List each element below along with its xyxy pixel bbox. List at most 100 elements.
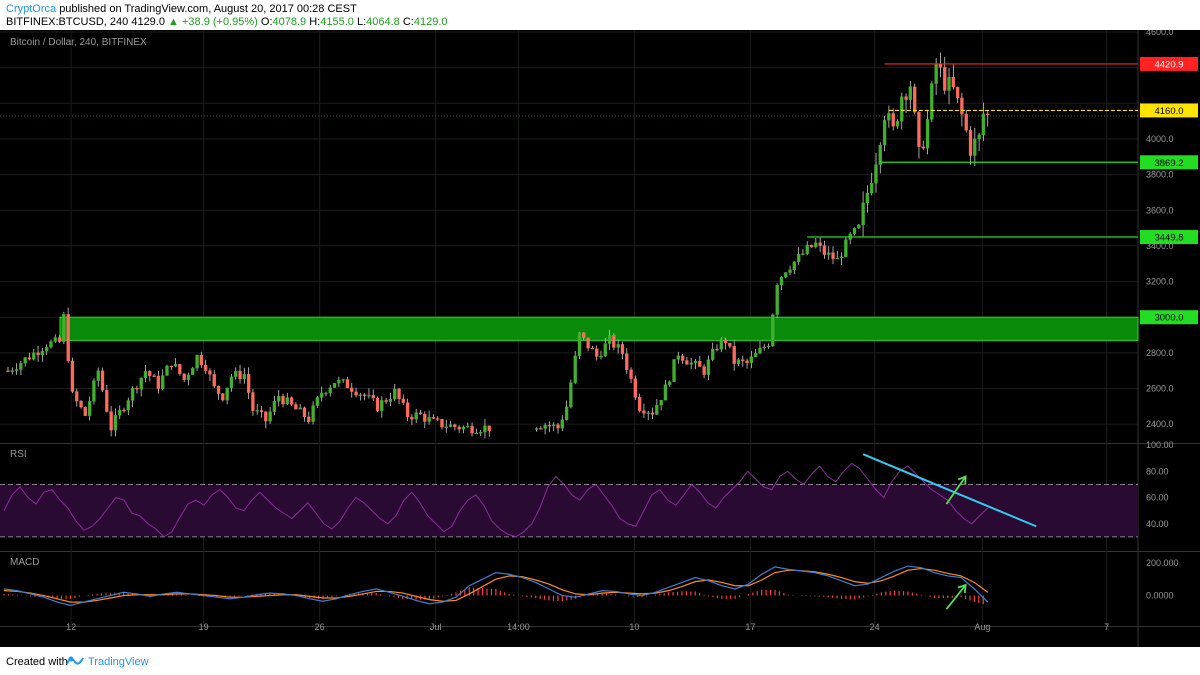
candle-body [543, 424, 547, 429]
candle-body [96, 370, 100, 381]
candle-body [191, 367, 195, 375]
candle-body [479, 431, 483, 434]
x-tick-label: 12 [66, 622, 76, 632]
tradingview-brand-link[interactable]: TradingView [88, 656, 149, 668]
price-level-tag [1140, 230, 1198, 245]
candle-body [861, 202, 865, 226]
price-tick-label: 4600.0 [1146, 30, 1174, 37]
candle-body [668, 381, 672, 385]
rsi-tick-label: 60.00 [1146, 493, 1169, 503]
candle-body [784, 272, 788, 278]
candle-body [367, 394, 371, 397]
author-link[interactable]: CryptOrca [6, 3, 57, 15]
price-level-tag [1140, 155, 1198, 170]
price-tick-label: 2400.0 [1146, 419, 1174, 429]
candle-body [199, 354, 204, 366]
candle-body [66, 314, 70, 362]
open-value: 4078.9 [272, 16, 307, 28]
candle-body [865, 192, 870, 204]
candle-body [212, 374, 216, 387]
candle-body [900, 96, 904, 122]
candle-body [964, 113, 968, 131]
high-value: 4155.0 [320, 16, 354, 28]
open-label: O: [260, 16, 273, 28]
candle-body [405, 402, 410, 418]
candle-body [663, 384, 668, 401]
rsi-tick-label: 40.00 [1146, 519, 1169, 529]
candle-body [156, 375, 161, 389]
candle-body [483, 425, 487, 433]
candle-body [844, 239, 848, 257]
candle-body [229, 376, 234, 389]
candle-body [423, 413, 427, 422]
x-tick-label: 19 [199, 622, 209, 632]
candle-body [904, 96, 908, 100]
x-tick-label: 26 [315, 622, 325, 632]
candle-body [315, 397, 320, 406]
candle-body [646, 412, 650, 414]
candle-body [251, 392, 255, 411]
candle-body [556, 424, 560, 429]
symbol-label[interactable]: BITFINEX:BTCUSD, 240 [6, 16, 129, 28]
ohlc-info: BITFINEX:BTCUSD, 240 4129.0 ▲ +38.9 (+0.… [6, 16, 448, 28]
candle-body [113, 415, 118, 431]
rsi-arrow-head [957, 475, 967, 485]
rsi-band [0, 484, 1138, 537]
candle-body [216, 386, 221, 394]
candle-body [371, 394, 375, 399]
candle-body [642, 410, 646, 414]
candle-body [362, 394, 367, 396]
candle-body [827, 252, 831, 255]
candle-body [470, 425, 474, 434]
tradingview-logo-icon[interactable] [66, 655, 84, 667]
price-pane-title: Bitcoin / Dollar, 240, BITFINEX [10, 37, 147, 48]
candle-body [234, 370, 238, 377]
candle-body [818, 242, 822, 246]
candle-body [358, 394, 363, 396]
candle-body [281, 396, 285, 405]
candle-body [122, 409, 126, 412]
candle-body [57, 337, 62, 342]
candle-body [822, 245, 827, 255]
candle-body [977, 134, 981, 140]
candle-body [693, 360, 698, 364]
candle-body [14, 369, 19, 371]
candle-body [689, 362, 693, 365]
candle-body [633, 378, 638, 398]
candle-body [951, 77, 955, 88]
candle-body [324, 392, 328, 395]
chart-canvas[interactable]: 121926Jul14:00101724Aug71421262400.02600… [0, 30, 1200, 647]
candle-body [788, 269, 792, 273]
candle-body [659, 400, 663, 406]
candle-body [221, 393, 225, 401]
x-tick-label: Aug [974, 622, 990, 632]
x-tick-label: 24 [870, 622, 880, 632]
candle-body [311, 405, 315, 422]
candle-body [629, 369, 633, 379]
candle-body [169, 365, 173, 368]
candle-body [685, 360, 689, 365]
candle-body [474, 432, 479, 435]
candle-body [345, 379, 350, 389]
rsi-line [3, 462, 989, 538]
close-label: C: [402, 16, 414, 28]
price-tick-label: 3600.0 [1146, 205, 1174, 215]
x-tick-label: 14:00 [507, 622, 530, 632]
candle-body [917, 112, 921, 147]
candle-body [925, 119, 930, 149]
candle-body [947, 77, 951, 91]
candle-body [736, 359, 741, 364]
candle-body [393, 388, 397, 400]
candle-body [277, 396, 281, 402]
candle-body [943, 67, 947, 91]
candle-body [582, 332, 586, 338]
candle-body [758, 347, 762, 354]
candle-body [49, 341, 53, 348]
candle-body [857, 224, 861, 229]
candle-body [895, 121, 900, 127]
candle-body [655, 404, 659, 415]
price-level-tag [1140, 103, 1198, 118]
candle-body [246, 374, 251, 393]
macd-line [3, 565, 989, 606]
candle-body [397, 388, 401, 400]
